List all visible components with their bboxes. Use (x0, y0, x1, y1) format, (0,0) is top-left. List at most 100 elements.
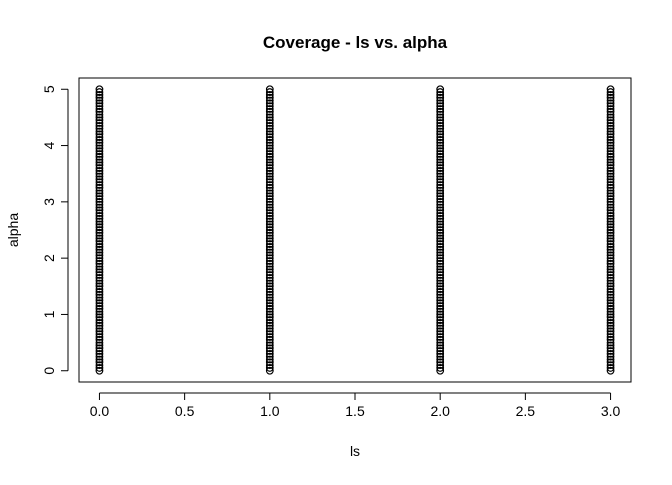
data-point (95, 127, 104, 136)
data-point (95, 321, 104, 330)
data-point (95, 324, 104, 333)
data-point (606, 93, 615, 102)
data-point (436, 285, 445, 294)
data-point (436, 169, 445, 178)
data-point (606, 313, 615, 322)
data-point (265, 110, 274, 119)
data-point (436, 183, 445, 192)
data-point (436, 220, 445, 229)
data-point (436, 152, 445, 161)
data-point (606, 245, 615, 254)
data-point (95, 344, 104, 353)
data-point (265, 197, 274, 206)
data-point (265, 166, 274, 175)
data-point (606, 178, 615, 187)
data-point (436, 344, 445, 353)
data-point (606, 358, 615, 367)
data-point (265, 161, 274, 170)
data-point (95, 254, 104, 263)
data-point (436, 324, 445, 333)
data-point (265, 327, 274, 336)
data-point (95, 192, 104, 201)
data-point (265, 257, 274, 265)
data-point (606, 158, 615, 167)
data-point (265, 203, 274, 212)
x-tick-label: 0.0 (90, 403, 110, 419)
data-point (265, 119, 274, 127)
data-point (436, 355, 445, 364)
data-point (606, 226, 615, 234)
data-point (265, 276, 274, 285)
data-point (95, 245, 104, 254)
data-point (606, 141, 615, 150)
data-point (265, 124, 274, 133)
data-point (95, 262, 104, 271)
data-point (95, 355, 104, 364)
data-point (606, 307, 615, 316)
data-point (95, 88, 104, 96)
data-point (95, 141, 104, 150)
data-point (436, 316, 445, 324)
data-point (436, 330, 445, 339)
data-point (436, 99, 445, 108)
data-point (265, 113, 274, 122)
data-point (606, 231, 615, 240)
data-point (95, 220, 104, 229)
data-point (95, 169, 104, 178)
data-point (436, 105, 445, 113)
data-point (265, 138, 274, 147)
data-point (606, 282, 615, 291)
data-point (265, 169, 274, 178)
data-point (265, 158, 274, 167)
data-point (95, 203, 104, 212)
data-point (95, 364, 104, 372)
data-point (95, 330, 104, 339)
data-point (606, 203, 615, 212)
data-point (436, 161, 445, 170)
data-point (265, 341, 274, 350)
data-point (436, 116, 445, 125)
data-point (436, 299, 445, 308)
data-point (265, 307, 274, 316)
data-point (436, 347, 445, 355)
data-point (265, 288, 274, 296)
data-point (436, 158, 445, 167)
data-point (265, 293, 274, 302)
data-point (606, 299, 615, 308)
data-point (95, 183, 104, 192)
data-point (436, 223, 445, 232)
data-point (606, 355, 615, 364)
data-point (436, 358, 445, 367)
data-point (95, 237, 104, 246)
data-point (436, 96, 445, 105)
data-point (436, 327, 445, 336)
data-point (265, 228, 274, 237)
data-point (265, 296, 274, 305)
data-point (436, 138, 445, 147)
data-point (265, 237, 274, 246)
data-point (436, 307, 445, 316)
data-point (95, 234, 104, 243)
data-point (606, 240, 615, 248)
data-point (95, 271, 104, 279)
data-point (95, 226, 104, 234)
data-point (95, 186, 104, 195)
data-point (436, 228, 445, 237)
data-point (436, 276, 445, 285)
data-point (265, 133, 274, 142)
data-point (95, 318, 104, 327)
data-point (606, 124, 615, 133)
data-point (95, 361, 104, 370)
data-point (95, 93, 104, 102)
data-point (606, 152, 615, 161)
data-point (95, 144, 104, 153)
data-point (95, 242, 104, 251)
data-point (265, 338, 274, 347)
data-point (606, 304, 615, 313)
data-point (265, 90, 274, 99)
data-point (95, 341, 104, 350)
data-point (95, 214, 104, 223)
data-point (606, 273, 615, 282)
data-point (436, 166, 445, 175)
